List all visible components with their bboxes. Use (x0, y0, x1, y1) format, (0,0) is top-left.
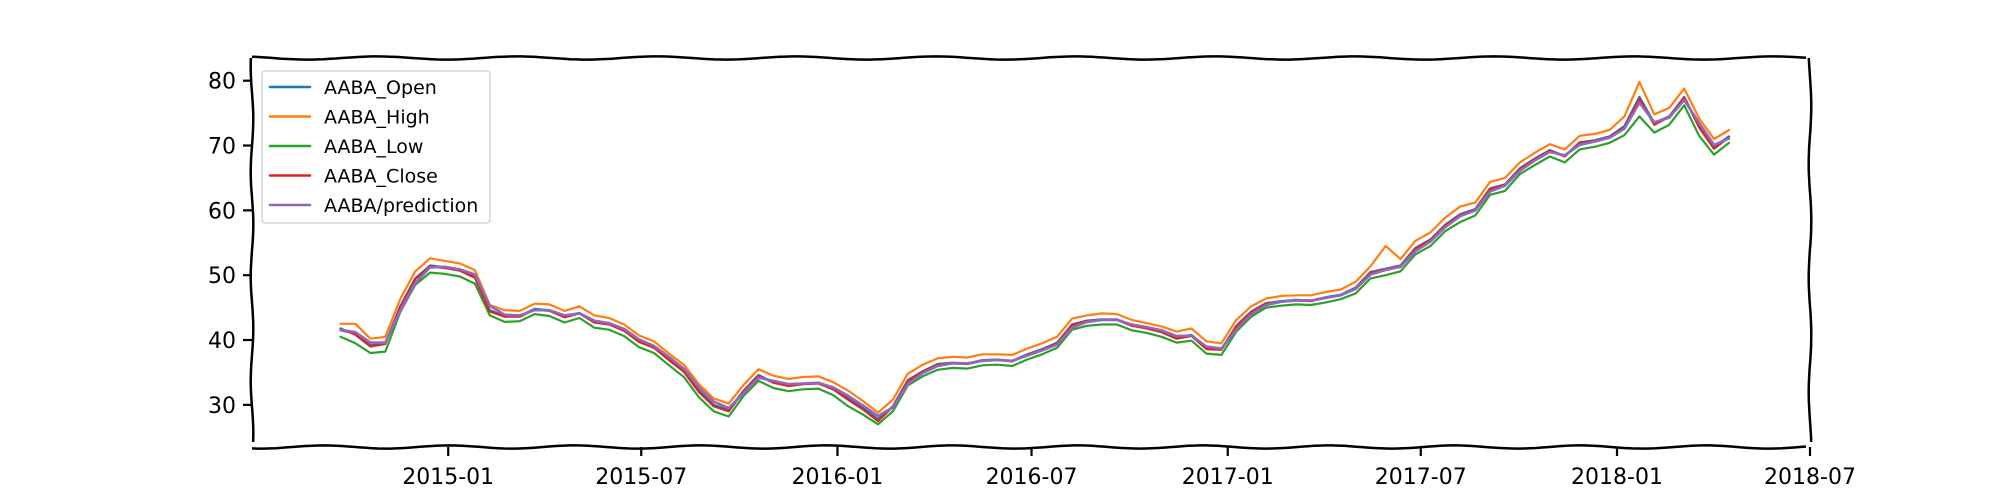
legend-label: AABA_High (324, 107, 430, 129)
y-axis-ticks: 30 40 50 60 70 80 (208, 70, 252, 419)
legend-items: AABA_Open AABA_High AABA_Low AABA_Close AABA… (268, 77, 478, 217)
x-tick-label: 2016-07 (986, 465, 1078, 490)
y-tick-label: 30 (208, 394, 236, 419)
x-tick-label: 2016-01 (791, 465, 883, 490)
axes-frame-left (249, 57, 255, 443)
y-tick-label: 50 (208, 264, 236, 289)
x-tick-label: 2015-01 (402, 465, 494, 490)
axes-frame-bottom (251, 444, 1807, 450)
legend-label: AABA_Open (324, 77, 437, 99)
x-tick-label: 2017-01 (1182, 465, 1274, 490)
series-line-aaba-high (339, 80, 1731, 414)
x-tick-label: 2017-07 (1375, 465, 1467, 490)
legend-box (261, 70, 491, 224)
series-line-aaba-prediction (339, 98, 1731, 418)
x-tick-label: 2018-01 (1571, 465, 1663, 490)
legend: AABA_Open AABA_High AABA_Low AABA_Close AABA… (261, 70, 491, 224)
series-layer (339, 80, 1731, 426)
legend-label: AABA/prediction (324, 195, 478, 217)
axes-frame-top (251, 55, 1807, 61)
series-line-aaba-low (339, 104, 1731, 426)
x-tick-label: 2018-07 (1764, 465, 1856, 490)
x-tick-label: 2015-07 (595, 465, 687, 490)
legend-label: AABA_Close (324, 166, 438, 188)
y-tick-label: 70 (208, 135, 236, 160)
axes-frame-right (1807, 57, 1813, 443)
y-tick-label: 40 (208, 329, 236, 354)
y-tick-label: 80 (208, 70, 236, 95)
legend-label: AABA_Low (324, 136, 423, 158)
y-tick-label: 60 (208, 199, 236, 224)
series-line-aaba-open (339, 95, 1731, 421)
series-line-aaba-close (339, 96, 1731, 423)
x-axis-ticks: 2015-01 2015-07 2016-01 2016-07 2017-01 2017-… (402, 447, 1856, 490)
